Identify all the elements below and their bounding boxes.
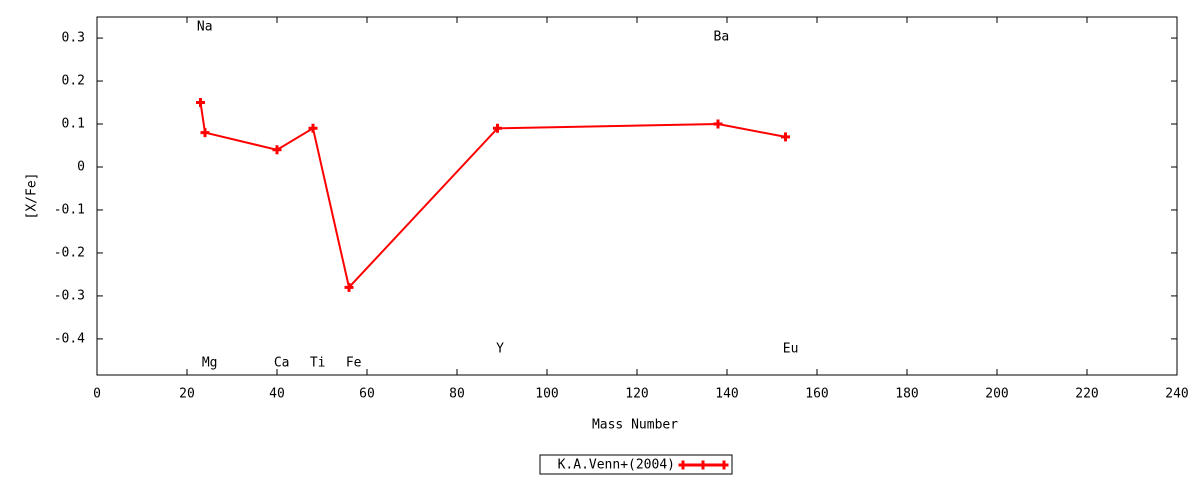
x-tick-label: 160 [805,387,828,402]
x-tick-label: 20 [179,387,195,402]
x-tick-label: 220 [1075,387,1098,402]
point-marker [196,98,205,108]
x-tick-label: 100 [535,387,558,402]
x-tick-label: 120 [625,387,648,402]
x-tick-label: 0 [93,387,101,402]
point-marker [308,123,318,133]
legend-marker [719,460,729,470]
y-tick-label: -0.3 [54,288,85,303]
annotation: Y [496,341,504,356]
x-tick-label: 60 [359,387,375,402]
legend-marker [678,460,688,470]
plot-frame [96,16,1178,376]
x-tick-label: 240 [1165,387,1188,402]
annotation: Mg [202,355,218,370]
point-marker [493,123,502,133]
point-marker [713,119,723,129]
series-line [199,102,786,290]
annotation: Fe [346,355,362,370]
x-axis-label: Mass Number [592,418,678,433]
y-tick-label: -0.2 [54,245,85,260]
y-tick-label: 0.3 [62,31,85,46]
annotation: Ba [714,30,730,45]
point-marker [200,128,210,138]
point-marker [781,132,790,142]
legend-marker [698,460,708,470]
x-tick-label: 180 [895,387,918,402]
annotation: Ca [274,355,290,370]
x-tick-label: 200 [985,387,1008,402]
annotation: Na [197,19,213,34]
y-tick-label: 0.2 [62,74,85,89]
y-tick-label: -0.4 [54,331,85,346]
x-tick-label: 140 [715,387,738,402]
y-tick-label: -0.1 [54,202,85,217]
y-axis-label: [X/Fe] [25,173,40,220]
point-marker [344,282,354,292]
x-tick-label: 40 [269,387,285,402]
point-marker [272,145,282,155]
annotation: Eu [783,341,799,356]
y-tick-label: 0 [77,159,85,174]
y-tick-label: 0.1 [62,117,85,132]
x-tick-label: 80 [449,387,465,402]
annotation: Ti [310,355,326,370]
legend-label: K.A.Venn+(2004) [558,458,675,473]
